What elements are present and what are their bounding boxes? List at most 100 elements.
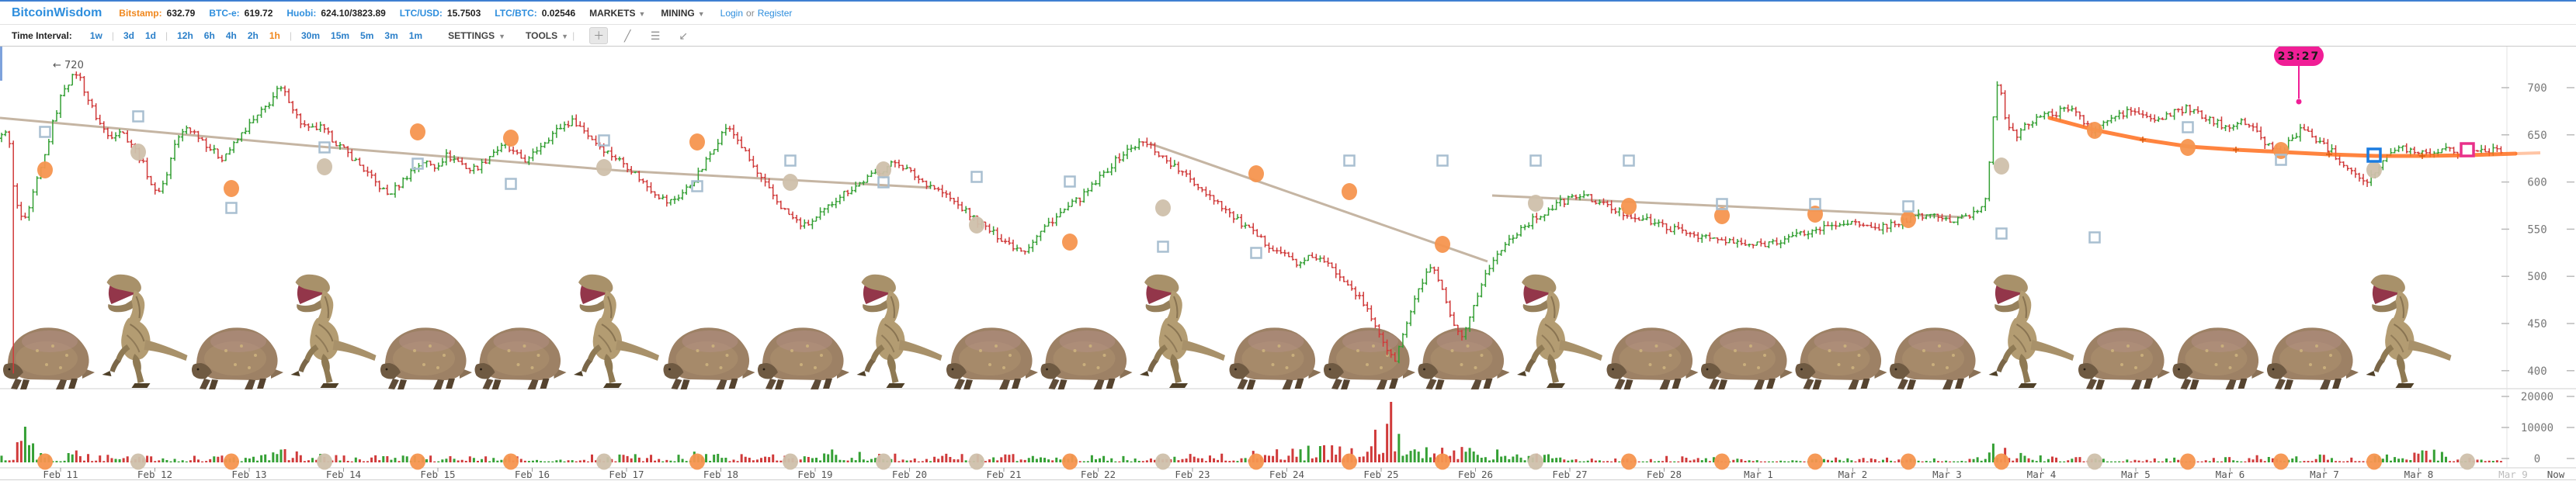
trade-marker-circle-orange[interactable] bbox=[2180, 139, 2196, 156]
login-link[interactable]: Login bbox=[720, 7, 744, 19]
trade-marker-square[interactable] bbox=[1343, 154, 1356, 167]
day-marker-circle-tan[interactable] bbox=[876, 453, 891, 470]
ticker-label[interactable]: Bitstamp: bbox=[119, 7, 162, 19]
trade-marker-square[interactable] bbox=[1623, 154, 1635, 167]
trade-marker-circle-orange[interactable] bbox=[689, 133, 705, 151]
trade-marker-square[interactable] bbox=[318, 141, 331, 154]
trade-marker-circle-tan[interactable] bbox=[969, 216, 984, 234]
menu-markets[interactable]: MARKETS ▼ bbox=[589, 8, 645, 19]
trendline-tool-icon[interactable]: ╱ bbox=[623, 29, 631, 42]
trade-marker-square[interactable] bbox=[39, 126, 51, 138]
interval-5m[interactable]: 5m bbox=[360, 29, 374, 41]
trade-marker-circle-tan[interactable] bbox=[1994, 157, 2009, 175]
trade-marker-square[interactable] bbox=[1250, 247, 1262, 259]
trade-marker-circle-orange[interactable] bbox=[224, 180, 239, 197]
trade-marker-square[interactable] bbox=[1157, 240, 1169, 253]
trade-marker-circle-orange[interactable] bbox=[1621, 198, 1637, 215]
day-marker-circle-orange[interactable] bbox=[2366, 453, 2382, 470]
trade-marker-circle-tan[interactable] bbox=[1155, 199, 1171, 216]
trade-marker-square[interactable] bbox=[505, 178, 517, 190]
trade-marker-circle-orange[interactable] bbox=[1714, 207, 1730, 224]
day-marker-circle-tan[interactable] bbox=[2087, 453, 2102, 470]
day-marker-circle-orange[interactable] bbox=[1621, 453, 1637, 470]
day-marker-circle-orange[interactable] bbox=[1435, 453, 1450, 470]
trade-marker-circle-tan[interactable] bbox=[876, 161, 891, 178]
trade-marker-circle-orange[interactable] bbox=[1435, 236, 1450, 253]
trade-marker-square[interactable] bbox=[1064, 175, 1076, 188]
trade-marker-square[interactable] bbox=[411, 157, 424, 170]
day-marker-circle-orange[interactable] bbox=[37, 453, 53, 470]
day-marker-circle-orange[interactable] bbox=[689, 453, 705, 470]
trade-marker-square[interactable] bbox=[877, 176, 890, 189]
trade-marker-square[interactable] bbox=[132, 110, 144, 123]
interval-1m[interactable]: 1m bbox=[408, 29, 423, 41]
horizontal-lines-tool-icon[interactable]: ☰ bbox=[650, 29, 661, 42]
day-marker-circle-tan[interactable] bbox=[969, 453, 984, 470]
interval-6h[interactable]: 6h bbox=[203, 29, 215, 41]
trade-marker-circle-tan[interactable] bbox=[130, 144, 146, 161]
day-marker-circle-orange[interactable] bbox=[2273, 453, 2289, 470]
trade-marker-square[interactable] bbox=[598, 134, 610, 147]
trade-marker-square[interactable] bbox=[970, 171, 983, 183]
day-marker-circle-orange[interactable] bbox=[1901, 453, 1916, 470]
long-downtrend-line[interactable] bbox=[0, 116, 932, 189]
trade-marker-circle-orange[interactable] bbox=[1342, 183, 1357, 200]
interval-2h[interactable]: 2h bbox=[247, 29, 259, 41]
day-marker-circle-orange[interactable] bbox=[1342, 453, 1357, 470]
interval-30m[interactable]: 30m bbox=[300, 29, 321, 41]
day-marker-circle-orange[interactable] bbox=[2180, 453, 2196, 470]
trade-marker-square[interactable] bbox=[1995, 227, 2008, 240]
day-marker-circle-tan[interactable] bbox=[317, 453, 332, 470]
interval-3d[interactable]: 3d bbox=[123, 29, 134, 41]
settings-dropdown[interactable]: SETTINGS ▼ bbox=[448, 30, 505, 41]
trade-marker-square[interactable] bbox=[1809, 198, 1821, 210]
trade-marker-square[interactable] bbox=[2182, 121, 2194, 133]
day-marker-circle-orange[interactable] bbox=[1807, 453, 1823, 470]
day-marker-circle-orange[interactable] bbox=[1714, 453, 1730, 470]
day-marker-circle-orange[interactable] bbox=[1062, 453, 1078, 470]
ticker-label[interactable]: LTC/USD: bbox=[399, 7, 443, 19]
trade-marker-square[interactable] bbox=[225, 202, 238, 214]
day-marker-circle-tan[interactable] bbox=[130, 453, 146, 470]
day-marker-circle-orange[interactable] bbox=[1248, 453, 1264, 470]
interval-15m[interactable]: 15m bbox=[331, 29, 350, 41]
tools-dropdown[interactable]: TOOLS ▼ bbox=[526, 30, 568, 41]
mid-downtrend-line[interactable] bbox=[1491, 194, 1965, 219]
trade-marker-square[interactable] bbox=[1716, 198, 1728, 210]
trade-marker-circle-orange[interactable] bbox=[1248, 165, 1264, 182]
day-marker-circle-tan[interactable] bbox=[596, 453, 612, 470]
trade-marker-circle-tan[interactable] bbox=[2366, 161, 2382, 178]
trade-marker-circle-orange[interactable] bbox=[1062, 234, 1078, 251]
trade-marker-square[interactable] bbox=[2088, 231, 2101, 244]
angle-tool-icon[interactable]: ↙ bbox=[679, 29, 689, 42]
ticker-label[interactable]: Huobi: bbox=[286, 7, 317, 19]
trade-marker-circle-orange[interactable] bbox=[410, 123, 425, 140]
interval-1w[interactable]: 1w bbox=[89, 29, 102, 41]
ticker-label[interactable]: BTC-e: bbox=[209, 7, 240, 19]
register-link[interactable]: Register bbox=[757, 7, 793, 19]
trade-marker-square[interactable] bbox=[1529, 154, 1542, 167]
day-marker-circle-orange[interactable] bbox=[410, 453, 425, 470]
trade-marker-square[interactable] bbox=[784, 154, 797, 167]
selected-handle-square[interactable] bbox=[2366, 147, 2382, 163]
trade-marker-circle-orange[interactable] bbox=[503, 130, 519, 147]
menu-mining[interactable]: MINING ▼ bbox=[661, 8, 704, 19]
trade-marker-square[interactable] bbox=[2275, 154, 2287, 166]
day-marker-circle-tan[interactable] bbox=[783, 453, 798, 470]
day-marker-circle-tan[interactable] bbox=[1155, 453, 1171, 470]
interval-4h[interactable]: 4h bbox=[225, 29, 237, 41]
site-logo[interactable]: BitcoinWisdom bbox=[12, 5, 102, 19]
crosshair-tool-icon[interactable]: ＋ bbox=[589, 26, 609, 44]
interval-3m[interactable]: 3m bbox=[384, 29, 398, 41]
trade-marker-circle-orange[interactable] bbox=[1901, 211, 1916, 228]
curve-endpoint-square[interactable] bbox=[2460, 142, 2475, 157]
trade-marker-square[interactable] bbox=[1436, 154, 1449, 167]
trade-marker-circle-orange[interactable] bbox=[2087, 122, 2102, 139]
day-marker-circle-tan[interactable] bbox=[2460, 453, 2475, 470]
trade-marker-circle-tan[interactable] bbox=[783, 174, 798, 191]
day-marker-circle-orange[interactable] bbox=[1994, 453, 2009, 470]
trade-marker-circle-tan[interactable] bbox=[1528, 195, 1543, 212]
trade-marker-circle-tan[interactable] bbox=[596, 159, 612, 176]
trade-marker-circle-tan[interactable] bbox=[317, 158, 332, 175]
